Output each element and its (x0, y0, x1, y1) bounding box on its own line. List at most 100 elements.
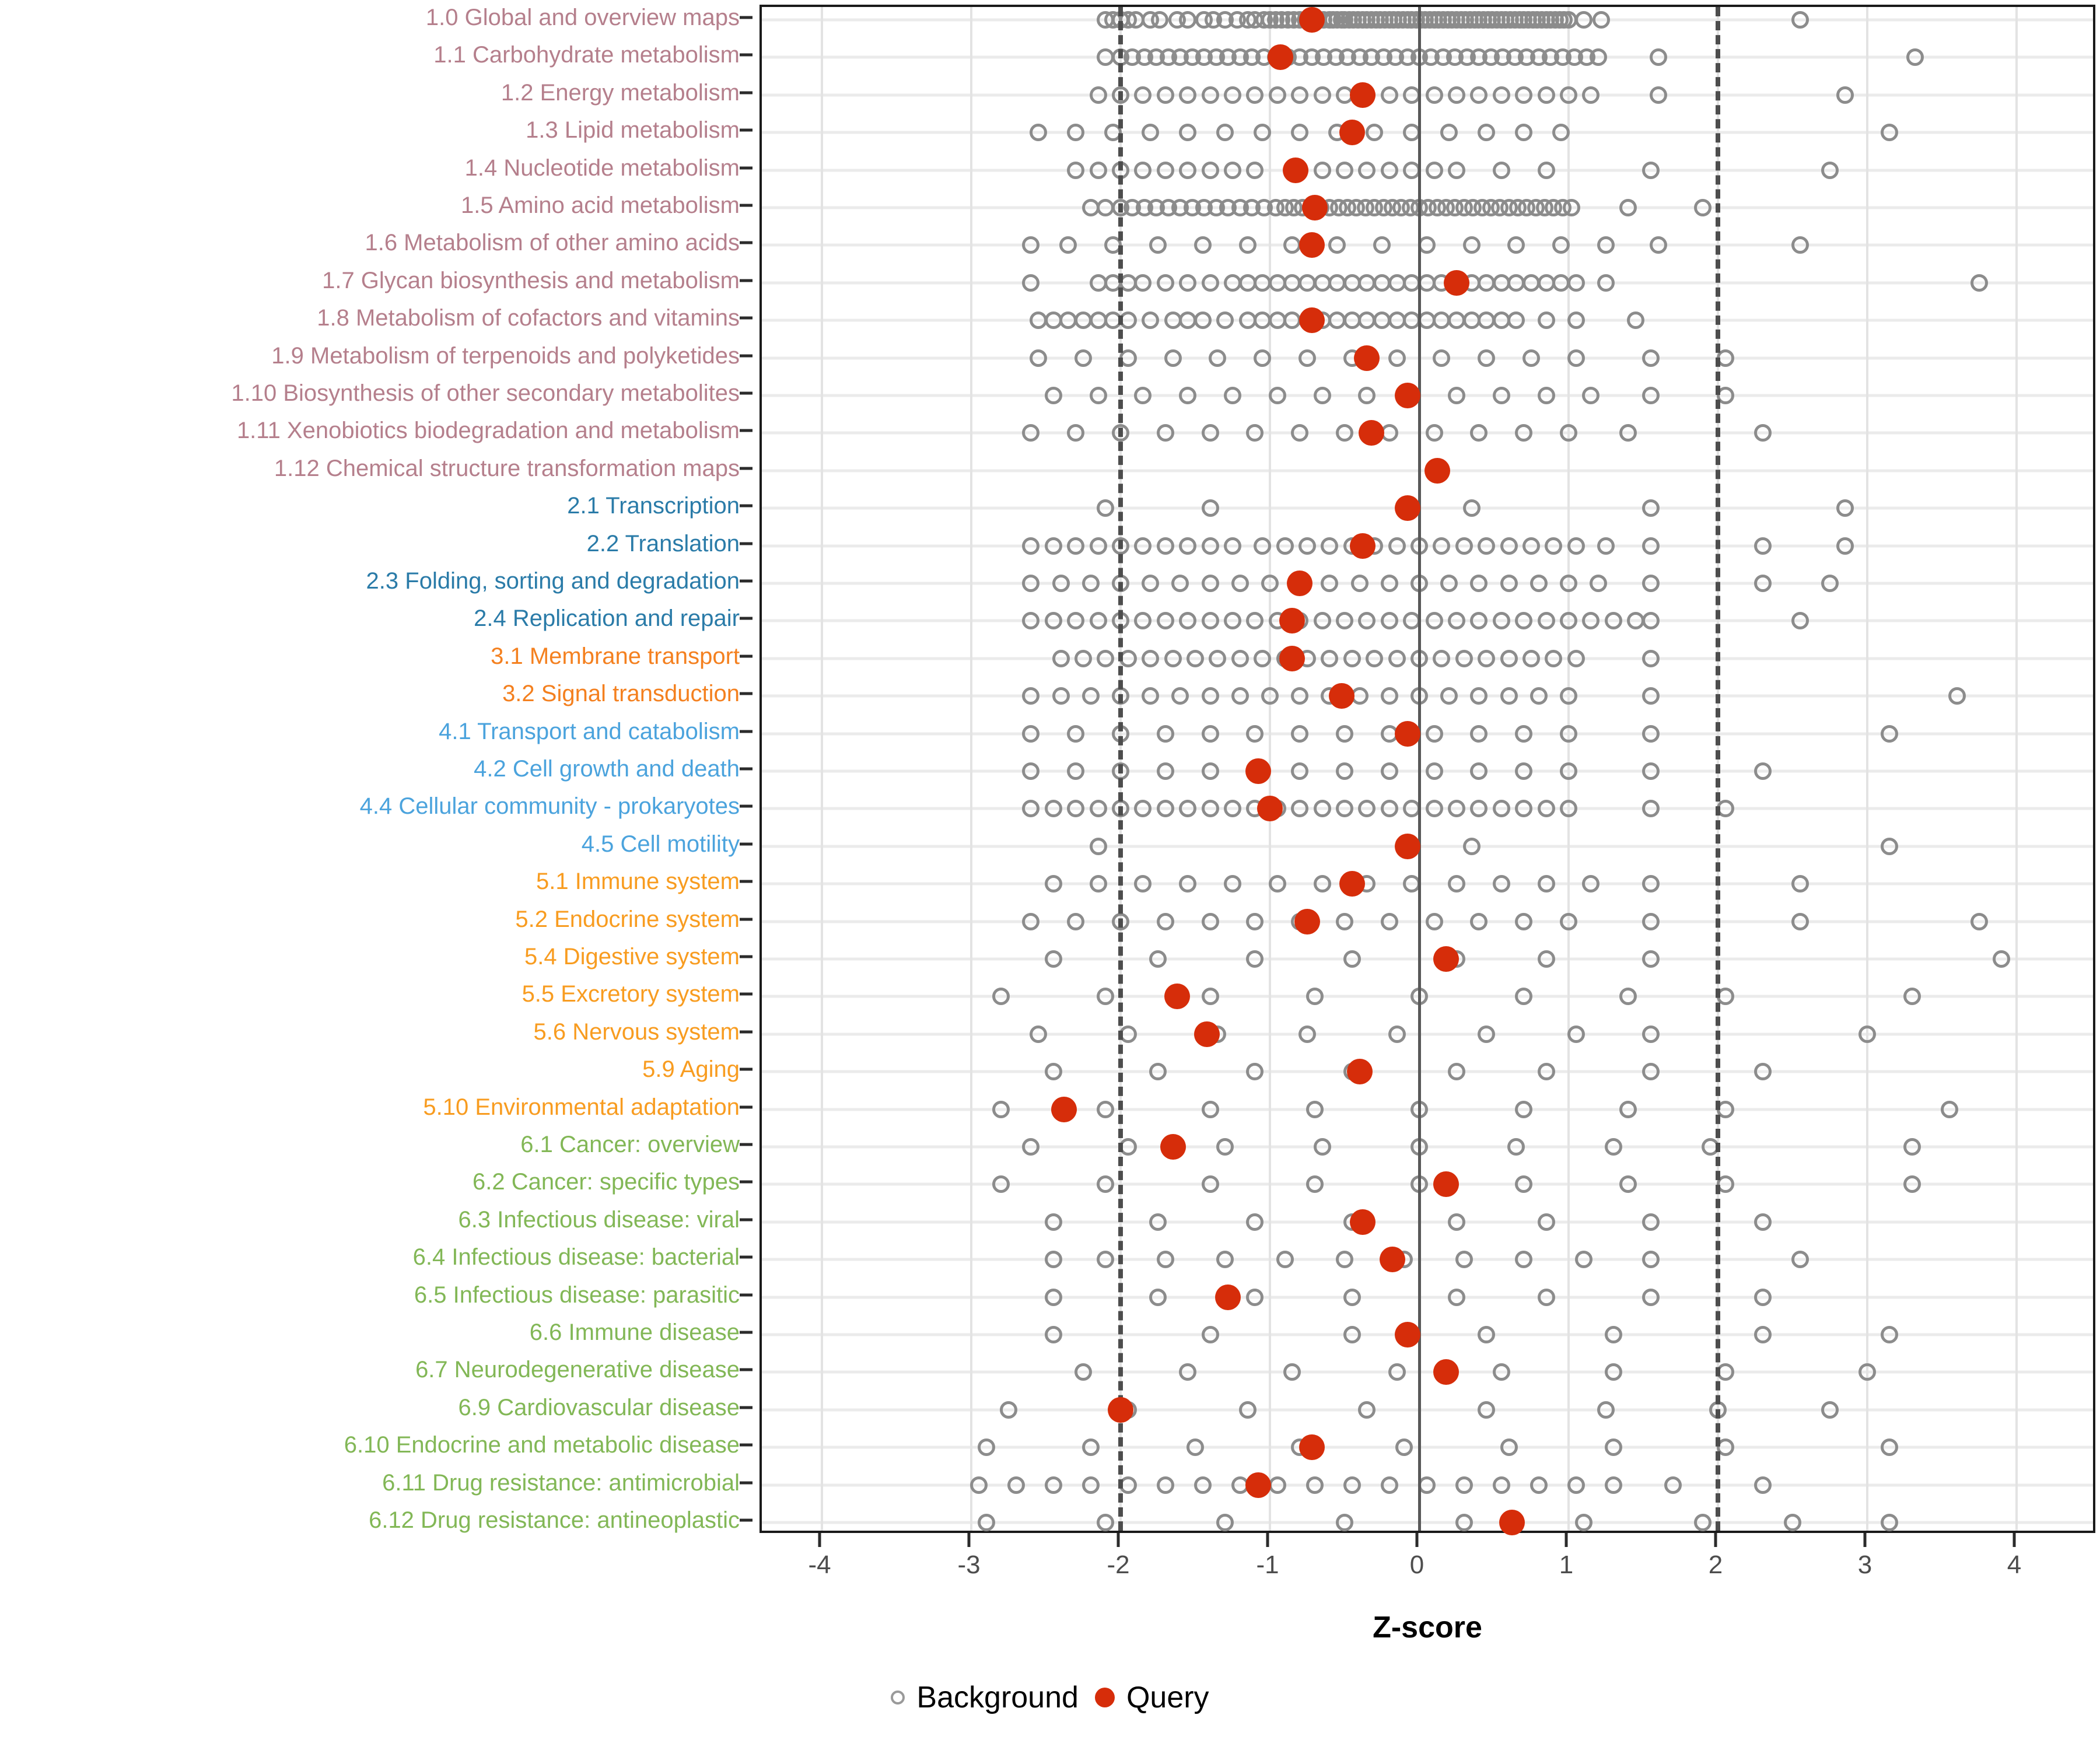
background-point (1791, 1251, 1809, 1269)
background-point (1142, 124, 1160, 142)
background-point (1455, 1514, 1473, 1531)
background-point (1089, 875, 1107, 893)
y-axis-label: 6.7 Neurodegenerative disease (415, 1357, 740, 1383)
background-point (1754, 762, 1772, 780)
background-point (1201, 575, 1219, 592)
row-gridline (762, 845, 2093, 848)
background-point (1604, 1476, 1622, 1494)
background-point (1343, 1288, 1361, 1306)
background-point (1224, 387, 1241, 404)
legend-label-background: Background (916, 1681, 1079, 1714)
background-point (1649, 86, 1667, 104)
background-point (1560, 575, 1577, 592)
background-point (1448, 1213, 1465, 1231)
row-gridline (762, 506, 2093, 510)
background-point (1754, 1063, 1772, 1081)
background-point (1388, 649, 1406, 667)
background-point (1134, 875, 1152, 893)
background-point (1642, 1063, 1660, 1081)
background-point (1492, 875, 1510, 893)
background-point (1649, 48, 1667, 66)
x-axis-tick (1564, 1533, 1568, 1547)
y-axis-label: 2.2 Translation (586, 530, 740, 556)
legend-item-background[interactable]: Background (891, 1680, 1079, 1715)
background-point (1971, 274, 1988, 292)
background-point (1298, 349, 1316, 367)
background-point (1134, 612, 1152, 630)
background-point (1179, 387, 1197, 404)
background-point (1216, 312, 1234, 330)
y-axis-label: 1.8 Metabolism of cofactors and vitamins (317, 305, 740, 331)
background-point (1246, 912, 1264, 930)
background-point (1500, 1438, 1518, 1457)
row-gridline (762, 1333, 2093, 1336)
background-point (1754, 1326, 1772, 1343)
background-point (1448, 161, 1465, 179)
query-point (1108, 1396, 1133, 1423)
background-point (1649, 236, 1667, 254)
y-axis-tick (740, 1218, 752, 1222)
background-point (1791, 236, 1809, 254)
background-point (1507, 312, 1525, 330)
background-point (1552, 124, 1570, 142)
y-axis-label: 4.5 Cell motility (581, 831, 740, 857)
background-point (1433, 649, 1451, 667)
y-axis-tick (740, 467, 752, 470)
background-point (1560, 800, 1577, 818)
background-point (1462, 236, 1480, 254)
background-point (1216, 1138, 1234, 1156)
background-point (1567, 1025, 1585, 1043)
background-point (1567, 649, 1585, 667)
background-point (1515, 724, 1533, 743)
background-point (1791, 612, 1809, 630)
background-point (1238, 236, 1256, 254)
background-point (1590, 575, 1608, 592)
background-point (1052, 687, 1070, 705)
x-axis: -4 -3 -2 -1 0 1 2 3 4 (760, 1533, 2095, 1603)
background-point (1097, 1100, 1115, 1118)
query-point (1394, 383, 1420, 408)
background-point (1224, 86, 1241, 104)
background-point (1268, 387, 1286, 404)
background-point (1592, 11, 1611, 29)
background-point (1097, 988, 1115, 1006)
y-axis-label: 1.12 Chemical structure transformation m… (274, 455, 740, 481)
x-gridline (1866, 7, 1868, 1531)
background-point (1306, 988, 1324, 1006)
background-point (1201, 86, 1219, 104)
background-point (1268, 875, 1286, 893)
background-point (1074, 349, 1092, 367)
background-point (1156, 912, 1174, 930)
y-axis-label: 5.1 Immune system (536, 869, 740, 895)
query-point (1394, 1322, 1420, 1348)
background-point (1537, 1288, 1555, 1306)
x-gridline (970, 7, 972, 1531)
query-point (1394, 720, 1420, 747)
background-point (1022, 575, 1040, 592)
y-axis-label: 2.1 Transcription (567, 493, 740, 519)
y-axis-tick (740, 1068, 752, 1071)
background-point (1448, 387, 1465, 404)
background-point (1492, 1476, 1510, 1494)
y-axis-tick (740, 16, 752, 19)
background-point (1380, 762, 1398, 780)
background-point (1134, 387, 1152, 404)
background-point (1821, 161, 1839, 179)
background-point (1380, 612, 1398, 630)
background-point (1044, 1476, 1062, 1494)
background-point (1373, 236, 1391, 254)
background-point (1156, 1476, 1174, 1494)
background-point (1276, 1251, 1294, 1269)
background-point (1156, 86, 1174, 104)
background-point (1067, 537, 1085, 555)
background-point (1507, 1138, 1525, 1156)
background-point (1067, 612, 1085, 630)
background-point (1522, 349, 1540, 367)
query-point (1444, 270, 1469, 296)
legend-item-query[interactable]: Query (1094, 1680, 1209, 1715)
background-point (1067, 124, 1085, 142)
background-point (1515, 762, 1533, 780)
background-point (1044, 950, 1062, 968)
background-point (1545, 649, 1563, 667)
background-point (1478, 1025, 1496, 1043)
